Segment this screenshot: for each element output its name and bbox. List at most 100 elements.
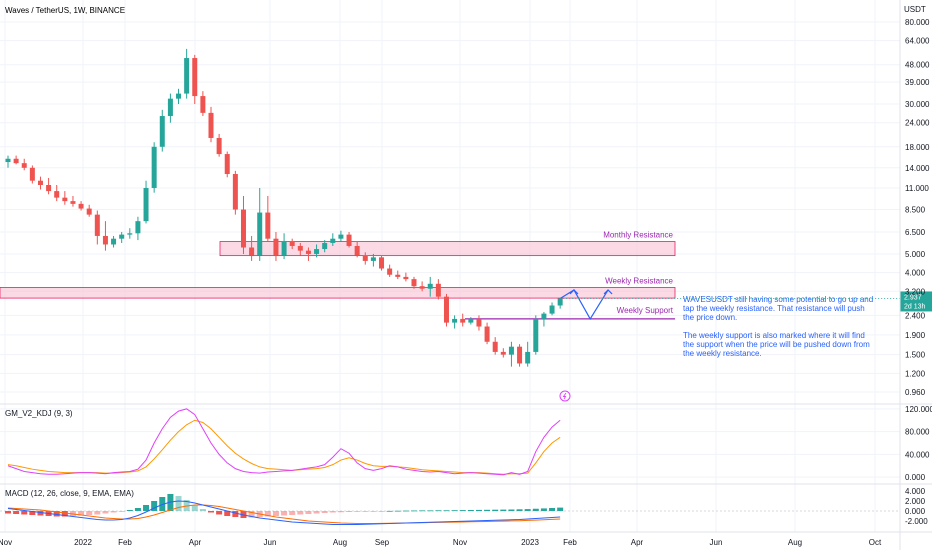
macd-hist-bar <box>337 511 344 513</box>
macd-hist-bar <box>21 511 28 515</box>
macd-hist-bar <box>475 509 482 511</box>
candle-body <box>557 298 563 306</box>
candle-body <box>54 191 60 198</box>
price-tick-label: 48.000 <box>905 61 930 70</box>
candle-body <box>21 163 27 168</box>
candle-body <box>411 279 417 287</box>
candle-body <box>46 184 52 192</box>
time-tick-label: Apr <box>189 538 202 547</box>
macd-hist-bar <box>151 501 158 511</box>
price-tick-label: 6.500 <box>905 228 926 237</box>
price-tick-label: 18.000 <box>905 143 930 152</box>
projection-path <box>559 289 609 321</box>
macd-hist-bar <box>191 505 198 511</box>
candle-body <box>119 234 125 239</box>
candle-body <box>127 233 133 235</box>
price-tick-label: 11.000 <box>905 184 929 193</box>
candle-body <box>216 137 222 155</box>
macd-hist-bar <box>451 510 458 511</box>
candle-body <box>354 245 360 256</box>
macd-hist-bar <box>549 508 556 511</box>
kdj-tick-label: 0.000 <box>905 473 926 482</box>
time-tick-label: Feb <box>118 538 132 547</box>
macd-hist-bar <box>419 510 426 512</box>
macd-hist-bar <box>484 509 491 511</box>
price-tick-label: 30.000 <box>905 100 930 109</box>
candle-body <box>102 235 108 245</box>
time-tick-label: Feb <box>563 538 577 547</box>
time-tick-label: Nov <box>0 538 12 547</box>
price-tick-label: 1.900 <box>905 331 926 340</box>
macd-hist-bar <box>272 511 279 516</box>
macd-hist-bar <box>443 510 450 512</box>
candle-body <box>379 257 385 269</box>
candle-body <box>5 158 11 163</box>
price-tick-label: 14.000 <box>905 164 930 173</box>
last-price-label: 2.937 <box>904 294 922 301</box>
lightning-icon-glyph <box>562 392 567 400</box>
macd-label: MACD (12, 26, close, 9, EMA, EMA) <box>5 489 134 498</box>
macd-hist-bar <box>557 507 564 511</box>
macd-hist-bar <box>143 505 150 511</box>
candles <box>5 48 563 367</box>
candle-body <box>62 197 68 202</box>
time-tick-label: Jun <box>710 538 723 547</box>
candle-body <box>257 212 263 256</box>
macd-line <box>7 500 561 525</box>
arrow-head <box>569 289 579 295</box>
candle-body <box>167 98 173 117</box>
candle-body <box>265 212 271 239</box>
candle-body <box>249 247 255 256</box>
candle-body <box>370 257 376 261</box>
candle-body <box>240 209 246 248</box>
kdj-label: GM_V2_KDJ (9, 3) <box>5 409 73 418</box>
macd-hist-bar <box>297 511 304 515</box>
candle-body <box>273 238 279 256</box>
macd-hist-bar <box>540 508 547 511</box>
macd-hist-bar <box>467 510 474 511</box>
price-tick-label: 8.500 <box>905 206 926 215</box>
macd-tick-label: 0.000 <box>905 507 926 516</box>
price-tick-label: 1.500 <box>905 351 926 360</box>
price-tick-label: 24.000 <box>905 119 930 128</box>
time-tick-label: 2022 <box>74 538 92 547</box>
macd-hist-bar <box>492 509 499 511</box>
candle-body <box>525 351 531 364</box>
candle-body <box>427 283 433 289</box>
candle-body <box>484 326 490 342</box>
macd-hist-bar <box>386 510 393 512</box>
time-tick-label: Jun <box>264 538 277 547</box>
macd-hist-bar <box>459 510 466 511</box>
candle-body <box>500 351 506 355</box>
price-tick-label: 4.000 <box>905 269 926 278</box>
macd-hist-bar <box>248 511 255 518</box>
candle-body <box>435 283 441 297</box>
currency-label: USDT <box>904 5 926 14</box>
macd-hist-bar <box>313 511 320 514</box>
macd-hist-bar <box>61 511 68 517</box>
support-label: Weekly Support <box>617 306 674 315</box>
candle-body <box>330 238 336 243</box>
macd-hist-bar <box>110 511 117 513</box>
candle-body <box>452 318 458 323</box>
macd-hist-bar <box>411 510 417 512</box>
price-tick-label: 2.400 <box>905 311 926 320</box>
macd-hist-bar <box>370 511 377 512</box>
candle-body <box>541 313 547 319</box>
candle-body <box>468 318 474 323</box>
time-tick-label: Nov <box>453 538 467 547</box>
macd-hist-bar <box>29 511 36 515</box>
candle-body <box>111 238 117 245</box>
macd-hist-bar <box>216 511 223 515</box>
annotation-text: tap the weekly resistance. That resistan… <box>683 304 865 313</box>
macd-hist-bar <box>102 511 109 514</box>
candle-body <box>492 341 498 352</box>
candle-body <box>419 286 425 289</box>
candle-body <box>476 318 482 327</box>
macd-hist-bar <box>94 511 101 515</box>
candle-body <box>86 208 92 215</box>
candle-body <box>403 276 409 280</box>
candle-body <box>176 93 182 99</box>
macd-hist-bar <box>126 510 133 511</box>
